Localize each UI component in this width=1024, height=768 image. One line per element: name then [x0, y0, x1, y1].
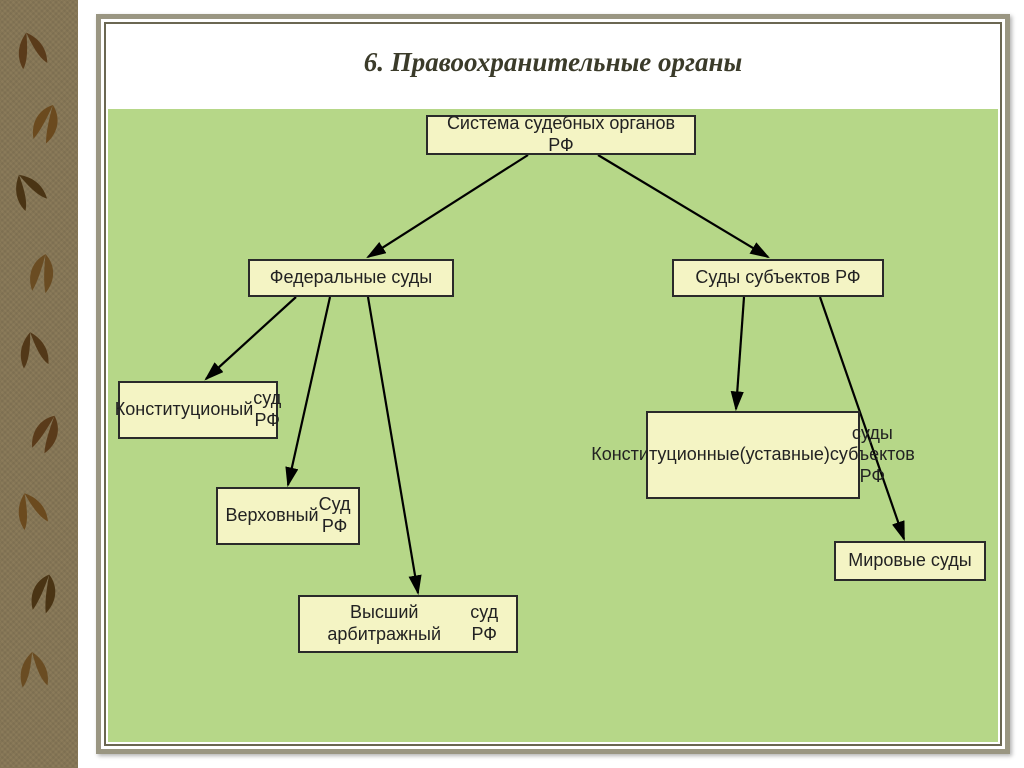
tree-node-root: Система судебных органов РФ: [426, 115, 696, 155]
edge-subject-ustav: [736, 297, 744, 409]
leaf-icon: [0, 161, 63, 227]
tree-node-ustav: Конституционные(уставные)суды субъектов …: [646, 411, 860, 499]
edge-root-subject: [598, 155, 768, 257]
edge-root-federal: [368, 155, 528, 257]
edge-federal-arbit: [368, 297, 418, 593]
leaf-icon: [15, 93, 77, 155]
leaf-icon: [3, 25, 62, 84]
slide-frame: 6. Правоохранительные органы Система суд…: [96, 14, 1010, 754]
diagram-body: Система судебных органов РФ Федеральные с…: [108, 109, 998, 742]
edge-federal-const: [206, 297, 296, 379]
leaf-icon: [14, 402, 78, 466]
tree-node-supreme: ВерховныйСуд РФ: [216, 487, 360, 545]
edge-federal-supreme: [288, 297, 330, 485]
tree-node-mir: Мировые суды: [834, 541, 986, 581]
leaf-icon: [1, 483, 63, 545]
leaf-icon: [8, 648, 60, 700]
leaf-icon: [14, 246, 70, 302]
leaf-icon: [15, 565, 74, 624]
tree-node-federal: Федеральные суды: [248, 259, 454, 297]
title-area: 6. Правоохранительные органы: [101, 19, 1005, 105]
tree-node-const: Конституционыйсуд РФ: [118, 381, 278, 439]
tree-node-subject: Суды субъектов РФ: [672, 259, 884, 297]
decorative-sidebar: [0, 0, 78, 768]
leaf-icon: [6, 326, 62, 382]
tree-node-arbit: Высший арбитражныйсуд РФ: [298, 595, 518, 653]
slide-title: 6. Правоохранительные органы: [364, 47, 742, 78]
